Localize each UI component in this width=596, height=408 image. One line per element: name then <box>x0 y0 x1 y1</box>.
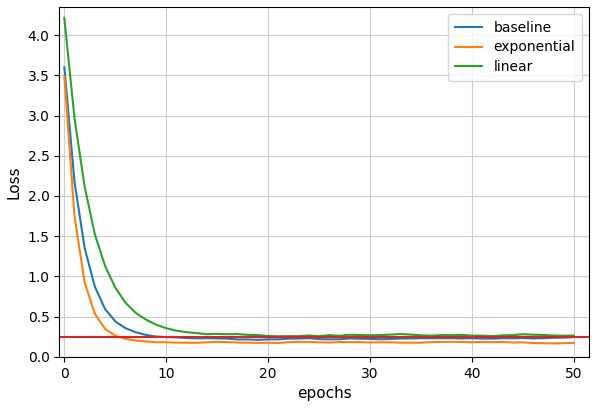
Line: baseline: baseline <box>64 67 574 340</box>
baseline <box>407 336 414 341</box>
exponential <box>560 341 567 346</box>
baseline <box>570 335 578 339</box>
baseline <box>173 335 180 340</box>
baseline <box>61 65 68 70</box>
linear <box>407 332 414 337</box>
linear <box>437 333 445 337</box>
baseline <box>254 337 262 342</box>
linear <box>173 328 180 333</box>
Legend: baseline, exponential, linear: baseline, exponential, linear <box>448 14 582 81</box>
linear <box>61 16 68 20</box>
baseline <box>224 336 231 341</box>
linear <box>570 333 578 338</box>
Y-axis label: Loss: Loss <box>7 165 22 199</box>
X-axis label: epochs: epochs <box>297 386 352 401</box>
Line: linear: linear <box>64 18 574 336</box>
exponential <box>61 73 68 78</box>
baseline <box>213 336 221 341</box>
exponential <box>550 341 557 346</box>
baseline <box>560 335 567 340</box>
linear <box>224 332 231 337</box>
exponential <box>224 339 231 344</box>
baseline <box>437 336 445 341</box>
exponential <box>397 340 404 345</box>
linear <box>275 334 282 339</box>
exponential <box>570 340 578 345</box>
exponential <box>213 339 221 344</box>
exponential <box>173 340 180 345</box>
linear <box>560 333 567 338</box>
linear <box>213 331 221 336</box>
Line: exponential: exponential <box>64 76 574 344</box>
exponential <box>427 340 434 345</box>
